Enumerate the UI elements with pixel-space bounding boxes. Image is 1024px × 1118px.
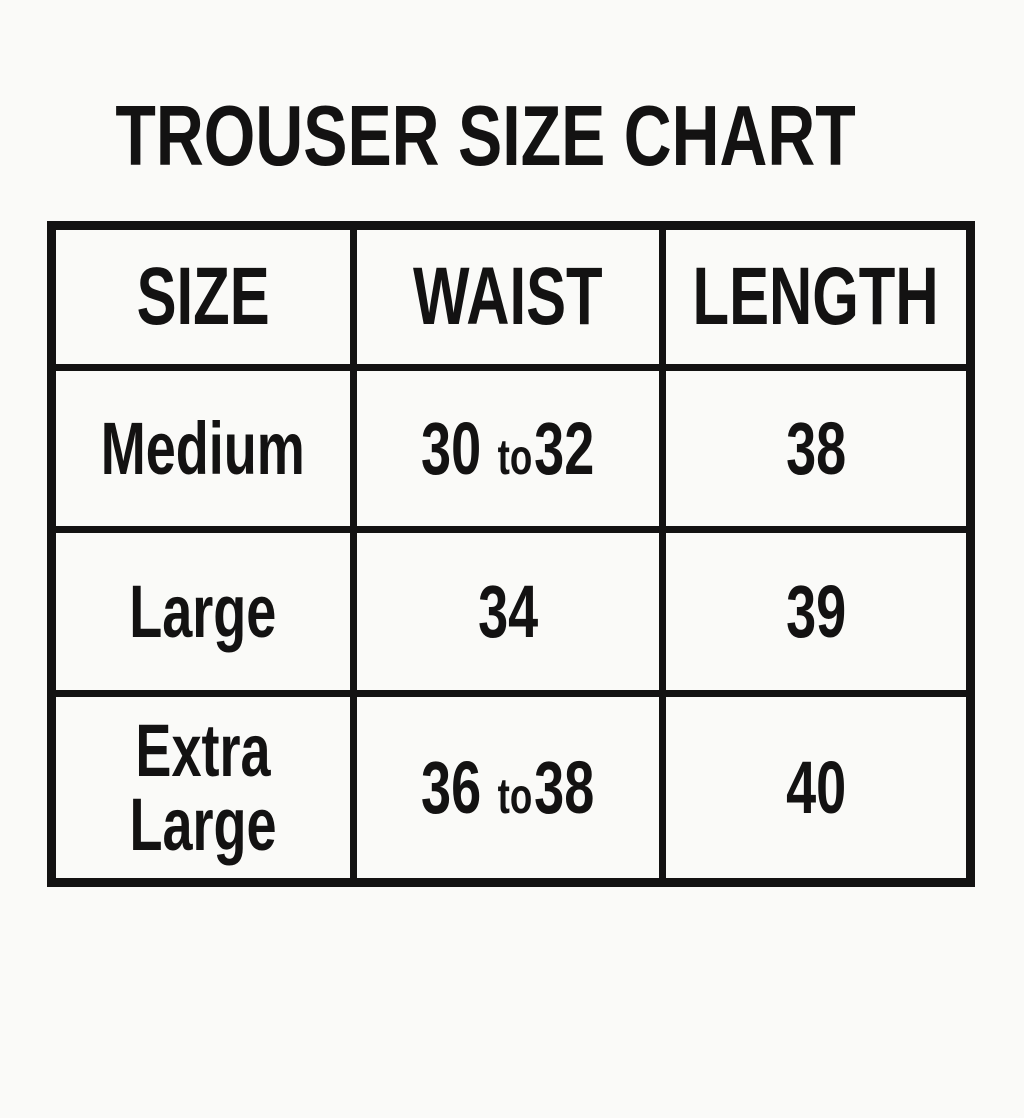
size-chart-table: SIZE WAIST LENGTH Medium 30 to32 38 Large…	[47, 221, 975, 887]
waist-cell: 34	[357, 533, 659, 690]
page-title: TROUSER SIZE CHART	[0, 94, 1024, 179]
length-value: 39	[785, 569, 847, 653]
length-value: 38	[785, 406, 847, 490]
size-value: Large	[129, 569, 277, 653]
page-title-text: TROUSER SIZE CHART	[115, 89, 857, 184]
waist-value: 34	[477, 569, 539, 653]
length-value: 40	[785, 745, 847, 829]
size-value: Medium	[100, 406, 306, 490]
header-label-size: SIZE	[136, 251, 270, 342]
header-label-length: LENGTH	[692, 251, 940, 342]
waist-cell: 30 to32	[357, 371, 659, 526]
size-cell: Medium	[56, 371, 350, 526]
header-cell-length: LENGTH	[666, 230, 966, 364]
header-cell-waist: WAIST	[357, 230, 659, 364]
size-cell: Extra Large	[56, 697, 350, 878]
waist-value: 30 to32	[421, 406, 595, 490]
length-cell: 40	[666, 697, 966, 878]
size-cell: Large	[56, 533, 350, 690]
range-separator: to	[498, 427, 533, 485]
waist-cell: 36 to38	[357, 697, 659, 878]
waist-value: 36 to38	[421, 745, 595, 829]
size-value: Extra Large	[129, 708, 277, 866]
length-cell: 39	[666, 533, 966, 690]
header-label-waist: WAIST	[413, 251, 603, 342]
range-separator: to	[498, 766, 533, 824]
length-cell: 38	[666, 371, 966, 526]
header-cell-size: SIZE	[56, 230, 350, 364]
